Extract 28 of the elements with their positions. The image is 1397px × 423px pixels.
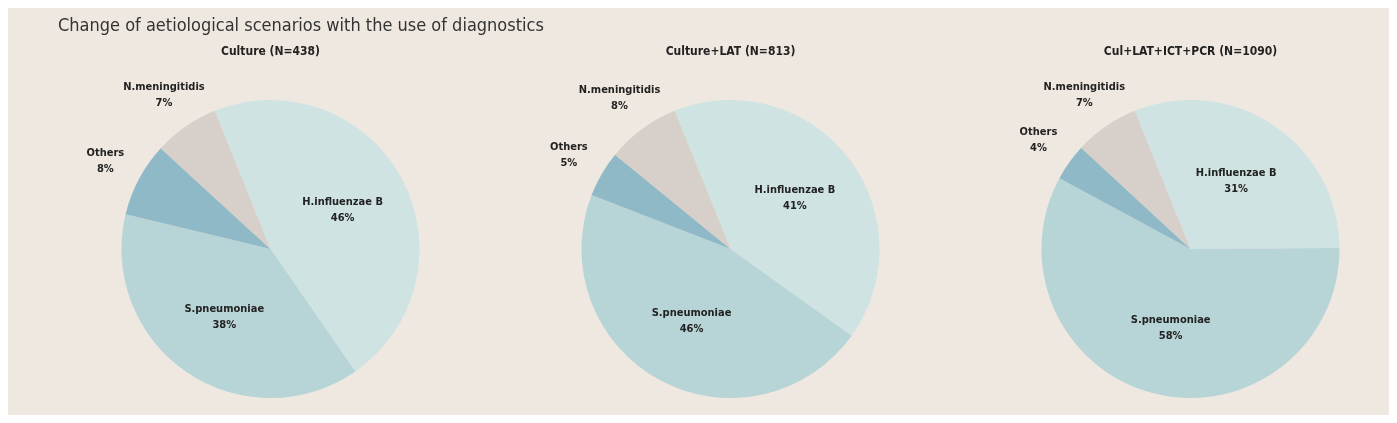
text: Change of aetiological scenarios with the use of diagnostics [58, 14, 544, 35]
data-label: 31% [1224, 181, 1249, 195]
slice-label: N.meningitidis [123, 80, 205, 94]
data-label: 4% [1030, 141, 1047, 154]
data-label: 8% [96, 162, 114, 176]
slice-label: H.influenzae B [1195, 165, 1277, 179]
data-label: 41% [783, 199, 807, 213]
data-label: 5% [560, 155, 578, 169]
slice-label: Others [86, 146, 125, 160]
data-label: 7% [1075, 95, 1093, 109]
data-label: 8% [611, 99, 629, 113]
slice-label: N.meningitidis [578, 83, 661, 97]
slice-label: Others [1019, 125, 1058, 138]
data-label: 7% [155, 96, 173, 110]
data-label: 46% [679, 321, 704, 335]
data-label: 38% [212, 317, 237, 331]
slice-label: S.pneumoniae [651, 305, 732, 319]
slice-label: S.pneumoniae [1130, 313, 1211, 327]
slice-label: Others [550, 139, 588, 153]
chart-title: Culture (N=438) [220, 44, 321, 59]
slice-label: N.meningitidis [1043, 79, 1126, 93]
data-label: 58% [1158, 329, 1183, 343]
slice-label: H.influenzae B [302, 194, 383, 208]
data-label: 46% [330, 210, 355, 224]
chart-title: Cul+LAT+ICT+PCR (N=1090) [1103, 44, 1278, 59]
slice-label: S.pneumoniae [184, 301, 265, 315]
slice-label: H.influenzae B [754, 183, 836, 197]
chart-title: Culture+LAT (N=813) [665, 44, 796, 59]
